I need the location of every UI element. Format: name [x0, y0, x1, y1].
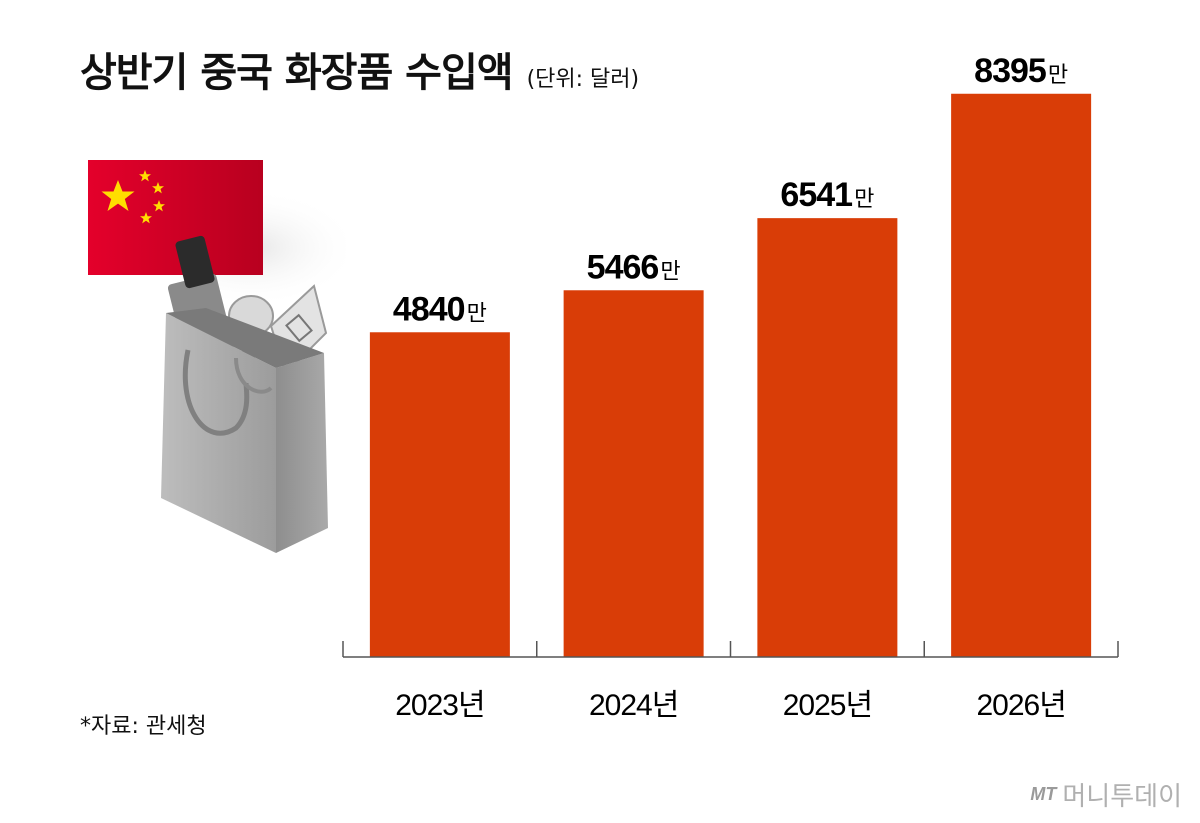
value-label: 4840만 — [393, 290, 487, 328]
source-note: *자료: 관세청 — [80, 714, 207, 739]
shopping-bag-icon — [161, 308, 328, 553]
bar-2024년 — [563, 290, 704, 657]
x-tick-label: 2026년 — [976, 689, 1065, 722]
value-label: 8395만 — [974, 52, 1068, 90]
bar-2023년 — [369, 332, 510, 657]
title-block: 상반기 중국 화장품 수입액 (단위: 달러) — [80, 40, 639, 98]
x-axis: 2023년 2024년 2025년 2026년 — [342, 641, 1119, 722]
x-tick-label: 2025년 — [783, 689, 872, 722]
x-tick-label: 2024년 — [589, 689, 678, 722]
logo-mark: MT — [1030, 784, 1057, 804]
x-tick-label: 2023년 — [395, 689, 484, 722]
unit-label: (단위: 달러) — [526, 67, 640, 92]
value-labels-layer: 4840만 5466만 6541만 8395만 — [393, 52, 1068, 329]
value-label: 6541만 — [780, 176, 874, 214]
bar-2026년 — [951, 93, 1092, 657]
cosmetics-bag-illustration — [88, 160, 346, 553]
bar-2025년 — [757, 218, 898, 657]
china-flag-icon — [88, 160, 263, 275]
value-label: 5466만 — [587, 248, 681, 286]
bars-layer — [369, 93, 1092, 657]
publisher-logo: MT 머니투데이 — [1030, 776, 1182, 813]
logo-text: 머니투데이 — [1062, 782, 1182, 812]
chart-title: 상반기 중국 화장품 수입액 — [80, 50, 514, 96]
